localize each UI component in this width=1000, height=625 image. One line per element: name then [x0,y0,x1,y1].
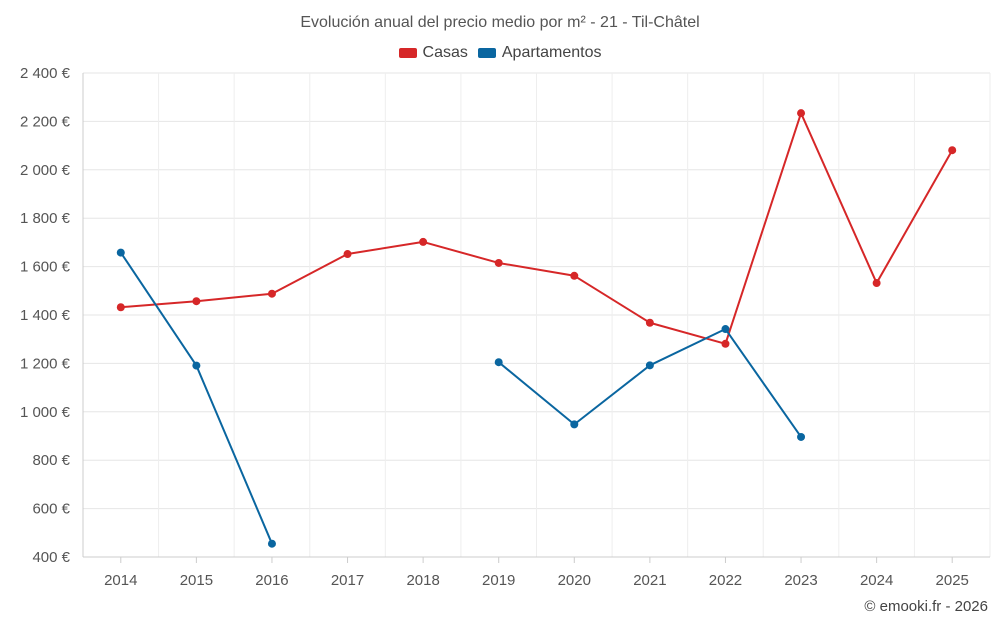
legend-swatch-casas [398,48,417,58]
x-tick-label: 2014 [104,572,137,589]
x-tick-label: 2020 [558,572,591,589]
data-point-casas [645,318,654,327]
legend: Casas Apartamentos [0,44,1000,62]
credit-text: © emooki.fr - 2026 [864,598,988,615]
data-point-apartamentos [116,248,125,257]
x-tick-label: 2022 [709,572,742,589]
y-tick-label: 1 600 € [20,259,71,276]
y-tick-label: 1 400 € [20,307,71,324]
data-point-apartamentos [494,358,503,367]
data-point-casas [721,339,730,348]
y-tick-label: 2 000 € [20,162,71,179]
legend-item-apartamentos[interactable]: Apartamentos [477,44,602,62]
y-tick-label: 1 800 € [20,210,71,227]
x-tick-label: 2017 [331,572,364,589]
y-tick-label: 1 000 € [20,404,71,421]
legend-swatch-apartamentos [477,48,496,58]
y-tick-label: 600 € [32,501,70,518]
series-line-casas [120,112,954,345]
data-point-casas [948,146,957,155]
chart-title: Evolución anual del precio medio por m² … [300,14,700,31]
x-tick-label: 2015 [180,572,213,589]
y-tick-label: 400 € [32,549,70,566]
data-point-casas [116,303,125,312]
y-tick-label: 800 € [32,452,70,469]
x-tick-label: 2019 [482,572,515,589]
x-tick-label: 2024 [860,572,893,589]
x-tick-label: 2016 [255,572,288,589]
legend-label-casas: Casas [422,44,468,61]
x-tick-label: 2025 [936,572,969,589]
data-point-casas [797,109,806,118]
data-point-apartamentos [570,420,579,429]
data-point-apartamentos [192,361,201,370]
legend-item-casas[interactable]: Casas [398,44,468,62]
data-point-apartamentos [267,539,276,548]
data-point-casas [872,279,881,288]
data-point-casas [570,271,579,280]
y-tick-label: 1 200 € [20,355,71,372]
y-tick-label: 2 200 € [20,113,71,130]
x-tick-label: 2023 [784,572,817,589]
legend-label-apartamentos: Apartamentos [501,44,602,61]
data-point-casas [419,237,428,246]
data-point-casas [343,250,352,259]
y-tick-label: 2 400 € [20,65,71,82]
x-tick-label: 2018 [406,572,439,589]
x-tick-label: 2021 [633,572,666,589]
series-line-apartamentos [498,328,802,438]
data-point-apartamentos [721,325,730,334]
data-point-casas [192,297,201,306]
data-point-apartamentos [797,432,806,441]
data-point-casas [267,289,276,298]
data-point-casas [494,258,503,267]
data-point-apartamentos [645,361,654,370]
